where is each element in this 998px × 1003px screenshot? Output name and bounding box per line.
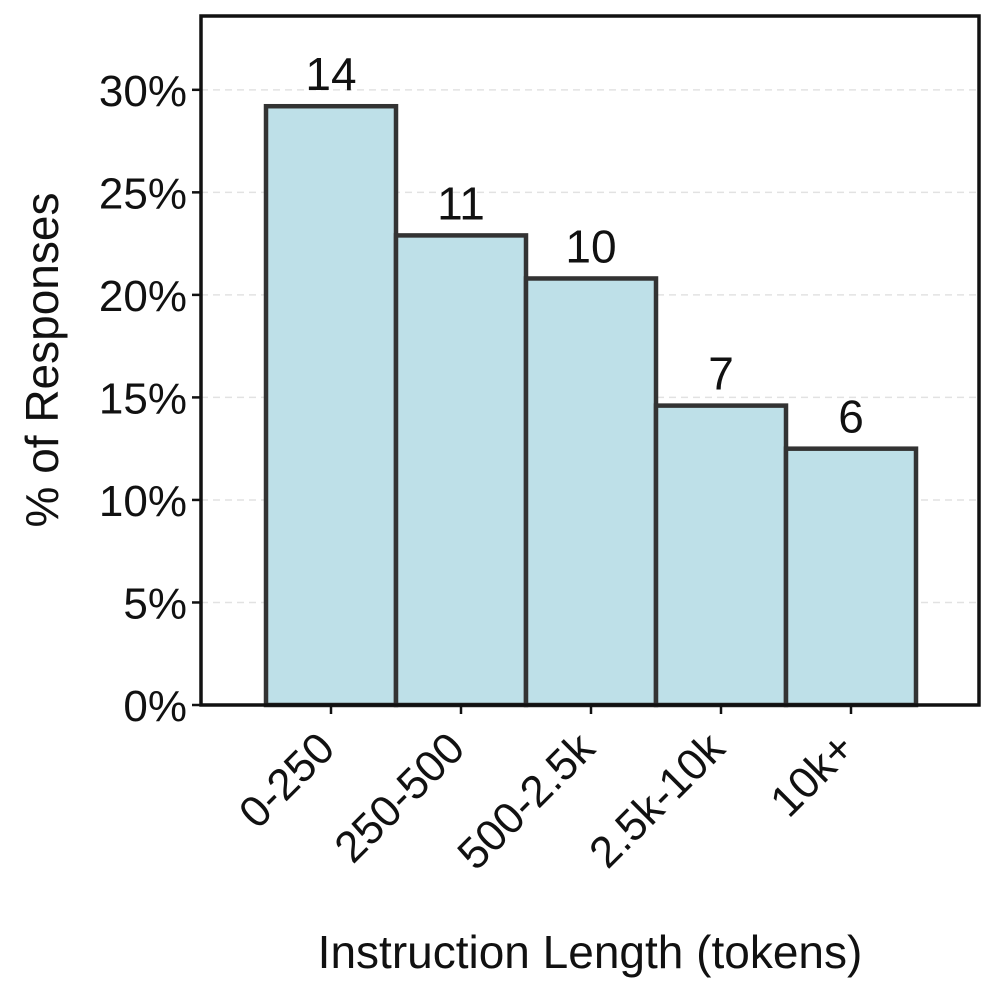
bar-count-label: 11 [437, 177, 485, 229]
bar [653, 403, 789, 708]
bar [783, 446, 919, 708]
bars [263, 103, 919, 708]
y-tick-label: 5% [123, 579, 187, 628]
bar-count-label: 10 [565, 220, 616, 272]
y-axis-title: % of Responses [16, 193, 68, 528]
y-tick-label: 15% [99, 374, 187, 423]
y-tick-label: 10% [99, 477, 187, 526]
bar [393, 233, 529, 708]
y-tick-label: 30% [99, 67, 187, 116]
bar-count-label: 7 [708, 348, 734, 400]
x-axis-title: Instruction Length (tokens) [318, 926, 863, 978]
x-tick-label: 0-250 [230, 723, 344, 837]
x-tick-label: 10k+ [761, 723, 864, 826]
y-tick-label: 0% [123, 682, 187, 731]
bar-count-label: 14 [305, 48, 356, 100]
x-tick-label: 250-500 [325, 723, 474, 872]
bar-count-label: 6 [838, 391, 864, 443]
ticks [192, 88, 853, 714]
x-tick-label: 2.5k-10k [580, 723, 735, 878]
bar [523, 276, 659, 708]
x-tick-label: 500-2.5k [448, 723, 604, 879]
bar [263, 103, 399, 708]
y-tick-label: 20% [99, 272, 187, 321]
y-tick-label: 25% [99, 169, 187, 218]
